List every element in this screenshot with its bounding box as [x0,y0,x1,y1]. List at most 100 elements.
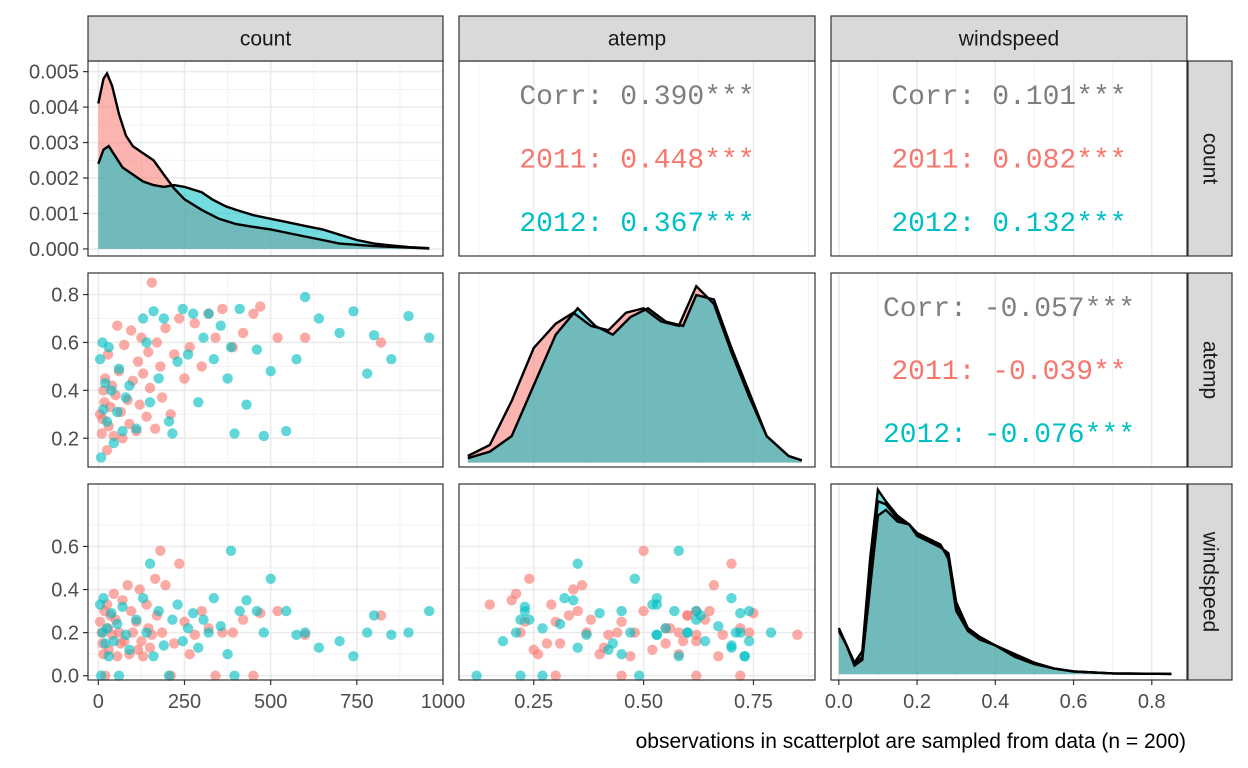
y-tick-label-atemp: 0.8 [51,285,79,307]
scatter-point-atemp-vs-count [172,356,183,367]
scatter-point-windspeed-vs-count [229,670,240,681]
scatter-point-windspeed-vs-count [163,670,175,681]
scatter-point-atemp-vs-count [103,342,114,353]
scatter-point-windspeed-vs-count [167,614,178,625]
panel-grid [478,61,809,256]
strip-right-atemp: atemp [1187,272,1233,468]
x-tick-label-count: 250 [168,691,201,713]
scatter-point-windspeed-vs-atemp [612,627,623,638]
scatter-point-windspeed-vs-atemp [629,573,640,584]
scatter-point-windspeed-vs-atemp [471,670,482,681]
y-tick-label-atemp: 0.6 [51,332,79,354]
density-area-2012 [467,295,802,463]
y-tick-label-atemp: 0.2 [51,428,79,450]
scatter-point-atemp-vs-count [225,342,237,353]
scatter-point-windspeed-vs-atemp [537,623,548,634]
scatter-point-atemp-vs-count [196,361,207,372]
scatter-point-windspeed-vs-atemp [673,651,684,662]
scatter-point-windspeed-vs-atemp [594,608,605,619]
scatter-point-windspeed-vs-atemp [638,605,649,617]
density-line-2012 [467,293,803,462]
density-area-2012 [98,146,430,249]
scatter-point-atemp-vs-count [403,310,414,322]
scatter-point-atemp-vs-count [208,354,219,365]
strip-label-top-windspeed: windspeed [958,28,1059,51]
scatter-point-windspeed-vs-count [174,558,185,569]
scatter-point-windspeed-vs-count [137,593,149,604]
scatter-point-windspeed-vs-count [251,605,263,617]
scatter-point-atemp-vs-count [95,452,107,463]
scatter-point-atemp-vs-count [134,399,145,410]
scatter-point-windspeed-vs-atemp [739,651,750,662]
scatter-point-windspeed-vs-atemp [673,627,684,638]
scatter-point-windspeed-vs-atemp [497,636,509,647]
scatter-point-windspeed-vs-atemp [625,651,636,662]
scatter-point-windspeed-vs-count [156,627,168,638]
scatter-point-windspeed-vs-count [281,605,292,617]
scatter-point-windspeed-vs-atemp [743,636,755,647]
scatter-point-atemp-vs-count [156,392,168,403]
scatter-point-windspeed-vs-count [258,627,269,638]
scatter-point-windspeed-vs-count [150,573,161,584]
corr-label-2012: 2012: 0.367*** [519,209,754,240]
scatter-point-atemp-vs-count [334,327,345,339]
scatter-point-atemp-vs-count [143,346,154,358]
scatter-point-windspeed-vs-atemp [568,595,579,606]
scatter-point-windspeed-vs-count [203,627,214,638]
scatter-point-atemp-vs-count [146,277,157,288]
scatter-point-windspeed-vs-count [172,599,183,610]
scatter-point-windspeed-vs-count [113,670,125,681]
x-tick-label-count: 500 [254,691,287,713]
strip-right-count: count [1187,60,1233,257]
scatter-point-windspeed-vs-count [227,627,238,638]
x-tick-label-count: 0 [93,691,104,713]
scatter-point-windspeed-vs-count [112,651,123,662]
scatter-point-windspeed-vs-count [141,627,152,638]
scatter-point-atemp-vs-count [141,411,152,422]
scatter-point-atemp-vs-count [124,380,135,391]
scatter-point-windspeed-vs-count [424,605,435,617]
y-tick-label-windspeed: 0.4 [51,580,79,602]
scatter-point-atemp-vs-count [98,404,109,415]
scatter-point-windspeed-vs-atemp [691,605,702,617]
x-tick-label-atemp: 0.25 [514,691,553,713]
scatter-point-windspeed-vs-atemp [572,558,583,569]
scatter-point-atemp-vs-count [117,433,128,444]
scatter-point-windspeed-vs-atemp [524,573,535,584]
panel-border [458,483,816,681]
scatter-point-windspeed-vs-atemp [616,649,627,660]
scatter-point-windspeed-vs-atemp [708,580,720,591]
scatter-point-windspeed-vs-count [177,636,188,647]
scatter-point-atemp-vs-count [101,416,113,427]
scatter-point-windspeed-vs-atemp [735,670,746,681]
scatter-point-windspeed-vs-atemp [713,621,724,632]
scatter-point-windspeed-vs-count [144,558,156,569]
scatter-point-windspeed-vs-atemp [669,605,680,617]
scatter-point-windspeed-vs-count [265,573,276,584]
strip-label-right-count: count [1199,133,1222,185]
scatter-point-atemp-vs-count [193,397,204,408]
scatter-point-atemp-vs-count [113,363,125,374]
x-tick-label-count: 1000 [421,691,466,713]
scatter-point-windspeed-vs-atemp [691,629,702,640]
scatter-point-atemp-vs-count [368,330,380,341]
scatter-point-atemp-vs-count [265,366,276,377]
scatter-point-atemp-vs-count [137,368,149,379]
scatter-point-windspeed-vs-count [237,614,249,625]
corr-label-overall: Corr: 0.390*** [519,82,754,113]
scatter-point-windspeed-vs-atemp [563,610,575,621]
scatter-point-windspeed-vs-atemp [792,629,803,640]
panels-layer: Corr: 0.390*** 2011: 0.448*** 2012: 0.367*… [87,60,1188,681]
panel-atemp-atemp [458,272,816,468]
scatter-point-windspeed-vs-atemp [568,584,579,595]
scatter-point-windspeed-vs-atemp [532,649,544,660]
scatter-point-atemp-vs-count [299,332,311,343]
scatter-point-windspeed-vs-count [103,651,114,662]
scatter-point-windspeed-vs-atemp [537,670,548,681]
scatter-point-atemp-vs-count [258,430,269,442]
density-line-2011 [467,284,803,462]
panel-border [830,272,1188,468]
strip-label-top-atemp: atemp [608,28,666,51]
scatter-point-windspeed-vs-atemp [559,593,570,604]
scatter-point-windspeed-vs-atemp [660,638,671,649]
